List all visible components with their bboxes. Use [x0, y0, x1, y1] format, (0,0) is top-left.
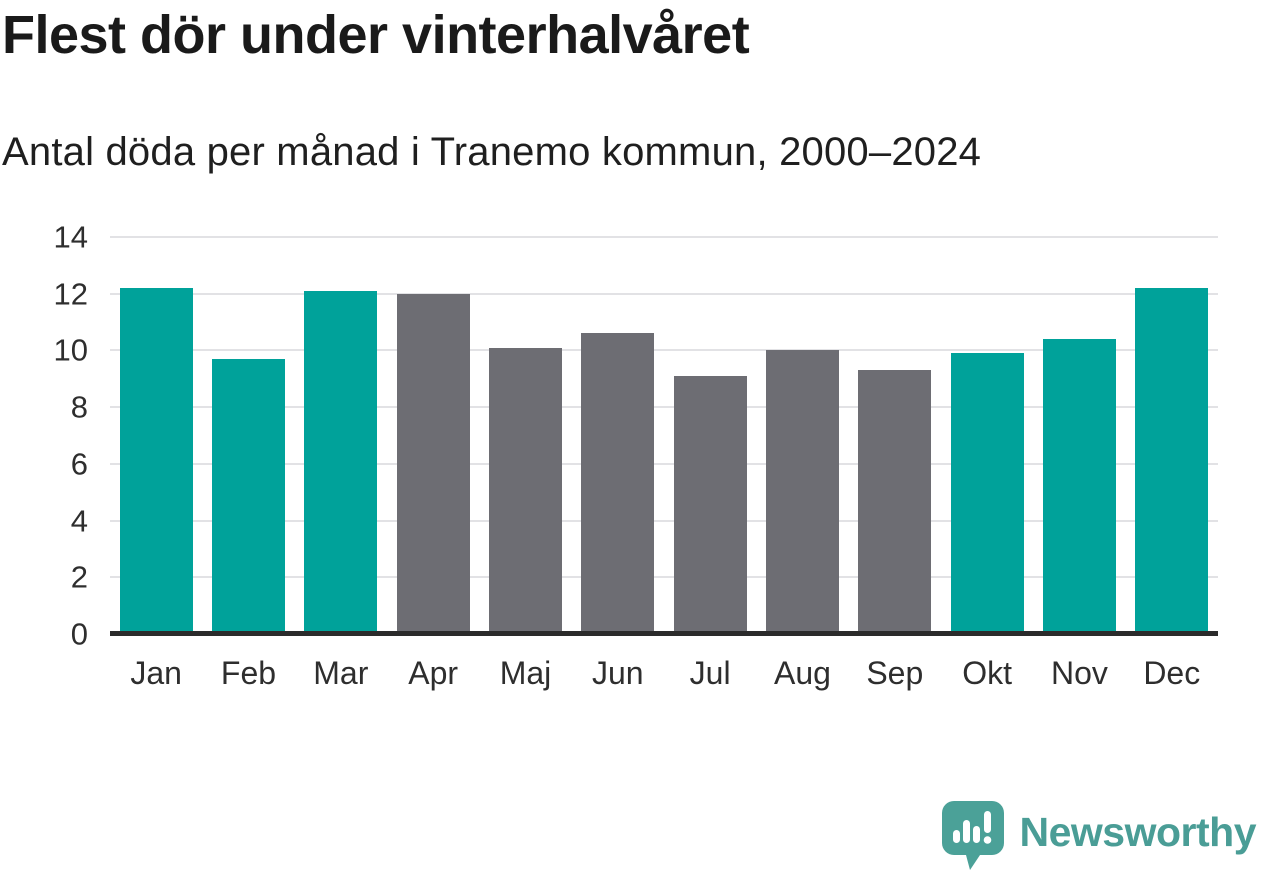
x-tick-label-feb: Feb [220, 655, 277, 691]
y-tick-label-8: 8 [70, 389, 88, 425]
bar-slot-dec [1126, 237, 1218, 634]
x-tick-label-aug: Aug [773, 655, 831, 691]
bar-slot-feb [202, 237, 294, 634]
chart-title: Flest dör under vinterhalvåret [2, 5, 750, 65]
x-tick-label-okt: Okt [962, 655, 1012, 691]
y-tick-label-12: 12 [53, 276, 88, 312]
bar-sep [858, 370, 932, 634]
y-tick-label-14: 14 [53, 219, 88, 255]
bar-slot-sep [849, 237, 941, 634]
bar-feb [212, 358, 285, 634]
y-tick-label-6: 6 [70, 446, 88, 482]
bar-jun [581, 333, 655, 634]
bar-jan [119, 288, 193, 634]
bar-maj [489, 347, 562, 634]
bar-slot-nov [1033, 237, 1125, 634]
bar-slot-aug [756, 237, 848, 634]
bar-slot-apr [387, 237, 479, 634]
gridline-10 [110, 349, 1218, 352]
x-tick-label-maj: Maj [499, 655, 552, 691]
bar-slot-jun [572, 237, 664, 634]
y-tick-label-4: 4 [70, 503, 88, 539]
bar-slot-jul [664, 237, 756, 634]
bar-jul [673, 375, 747, 634]
x-tick-label-jun: Jun [592, 655, 644, 691]
gridline-12 [110, 292, 1218, 295]
gridline-6 [110, 462, 1218, 465]
x-tick-label-apr: Apr [408, 655, 459, 691]
y-tick-label-0: 0 [70, 616, 88, 652]
x-tick-label-dec: Dec [1143, 655, 1201, 691]
y-tick-label-10: 10 [53, 332, 88, 368]
y-tick-label-2: 2 [70, 559, 88, 595]
bar-mar [304, 290, 378, 634]
x-tick-label-jul: Jul [689, 655, 731, 691]
bar-slot-jan [110, 237, 202, 634]
newsworthy-logo-icon [941, 801, 1004, 870]
x-axis-labels: Jan Feb Mar Apr Maj Jun Jul Aug Sep Okt Nov Dec [110, 655, 1218, 692]
bar-nov [1043, 339, 1116, 634]
x-tick-label-sep: Sep [866, 655, 924, 691]
chart-subtitle: Antal döda per månad i Tranemo kommun, 2… [2, 130, 982, 174]
bar-slot-mar [295, 237, 387, 634]
x-axis-line [110, 631, 1218, 636]
x-tick-label-mar: Mar [313, 655, 369, 691]
newsworthy-wordmark: Newsworthy [1019, 808, 1257, 855]
bar-slot-maj [479, 237, 571, 634]
bar-dec [1135, 288, 1209, 634]
x-tick-label-jan: Jan [130, 655, 182, 691]
gridline-14 [110, 236, 1218, 238]
newsworthy-logo: Newsworthy [940, 799, 1257, 871]
gridline-8 [110, 406, 1218, 409]
bar-apr [396, 293, 470, 634]
bar-aug [766, 350, 839, 634]
gridline-2 [110, 576, 1218, 579]
plot-area [110, 236, 1218, 636]
bar-slot-okt [941, 237, 1033, 634]
bar-okt [950, 353, 1024, 634]
x-tick-label-nov: Nov [1050, 655, 1108, 691]
gridline-4 [110, 519, 1218, 522]
